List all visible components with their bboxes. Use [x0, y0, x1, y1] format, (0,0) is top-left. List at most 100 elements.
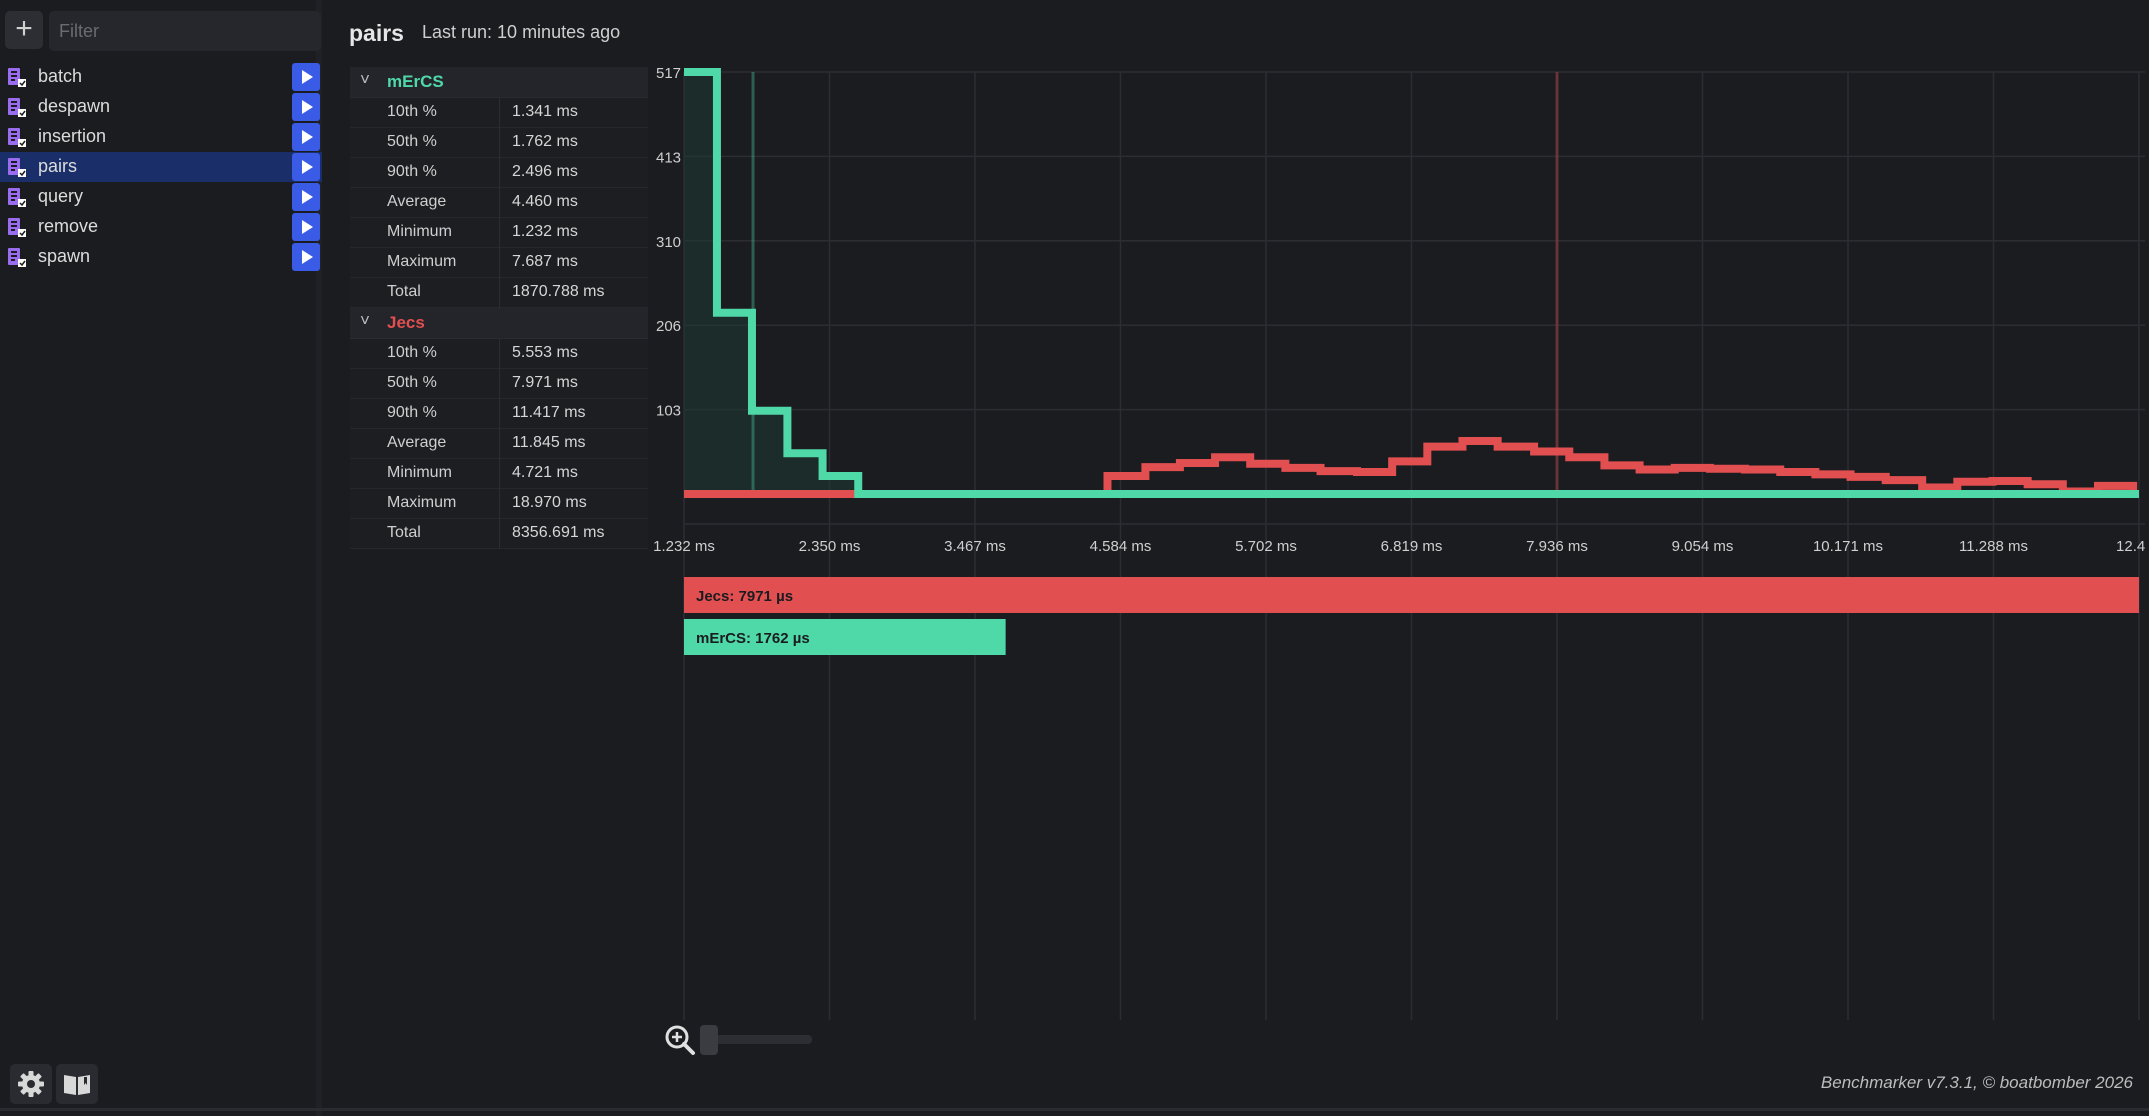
benchmark-item-query[interactable]: query: [0, 182, 322, 212]
script-icon: [8, 158, 26, 177]
x-tick-label: 9.054 ms: [1672, 538, 1734, 555]
stat-label: Total: [387, 524, 421, 541]
x-tick-label: 2.350 ms: [799, 538, 861, 555]
settings-button[interactable]: [10, 1064, 52, 1104]
x-tick-label: 11.288 ms: [1959, 538, 2028, 555]
stat-value: 11.417 ms: [512, 404, 586, 421]
page-title: pairs: [349, 20, 404, 46]
stat-value: 7.687 ms: [512, 253, 578, 270]
last-run-text: Last run: 10 minutes ago: [422, 22, 621, 42]
chevron-down-icon: ˅: [360, 311, 370, 330]
x-tick-label: 3.467 ms: [944, 538, 1006, 555]
script-icon: [8, 98, 26, 117]
stat-label: Average: [387, 434, 447, 451]
run-benchmark-button[interactable]: [292, 63, 320, 91]
benchmark-item-despawn[interactable]: despawn: [0, 92, 322, 122]
stat-label: Average: [387, 193, 447, 210]
add-benchmark-button[interactable]: +: [5, 11, 43, 49]
histogram-chart: 517 413 310 206 103 1.232 ms 2.350 ms 3.467 ms 4…: [653, 65, 2145, 1020]
series-line: [684, 436, 2139, 498]
stat-label: Maximum: [387, 253, 457, 270]
script-icon: [8, 68, 26, 87]
stat-label: 50th %: [387, 374, 437, 391]
x-tick-label: 5.702 ms: [1235, 538, 1297, 555]
script-icon: [8, 128, 26, 147]
series-name: mErCS: [387, 72, 444, 91]
script-icon: [8, 248, 26, 267]
bottom-border: [0, 1108, 2149, 1111]
stat-row: 90th % 2.496 ms: [350, 158, 648, 188]
benchmark-item-label: remove: [38, 216, 99, 236]
median-bar: [684, 577, 2139, 613]
stats-group-header[interactable]: ˅ Jecs: [350, 308, 648, 339]
stat-row: 50th % 7.971 ms: [350, 369, 648, 399]
script-icon: [8, 188, 26, 207]
run-benchmark-button[interactable]: [292, 183, 320, 211]
stat-value: 1.762 ms: [512, 133, 578, 150]
median-bar: [684, 619, 1006, 655]
stat-value: 11.845 ms: [512, 434, 586, 451]
run-benchmark-button[interactable]: [292, 243, 320, 271]
stat-row: Minimum 4.721 ms: [350, 459, 648, 489]
benchmark-item-batch[interactable]: batch: [0, 62, 322, 92]
y-tick-label: 310: [656, 234, 681, 251]
stats-group-header[interactable]: ˅ mErCS: [350, 67, 648, 98]
stat-row: Average 11.845 ms: [350, 429, 648, 459]
stat-label: 90th %: [387, 163, 437, 180]
x-tick-label: 4.584 ms: [1090, 538, 1152, 555]
x-tick-label: 7.936 ms: [1526, 538, 1588, 555]
stat-row: 10th % 5.553 ms: [350, 339, 648, 369]
stat-value: 1.232 ms: [512, 223, 578, 240]
stat-value: 1870.788 ms: [512, 283, 605, 300]
stat-row: Average 4.460 ms: [350, 188, 648, 218]
footer-credits: Benchmarker v7.3.1, © boatbomber 2026: [1820, 1073, 2133, 1092]
stat-value: 1.341 ms: [512, 103, 578, 120]
stat-value: 2.496 ms: [512, 163, 578, 180]
y-tick-label: 517: [656, 65, 681, 82]
benchmark-item-label: despawn: [38, 96, 111, 116]
stat-row: Total 1870.788 ms: [350, 278, 648, 308]
run-benchmark-button[interactable]: [292, 123, 320, 151]
median-bar-label: Jecs: 7971 µs: [696, 588, 793, 605]
benchmark-item-insertion[interactable]: insertion: [0, 122, 322, 152]
stat-row: Total 8356.691 ms: [350, 519, 648, 549]
benchmark-item-label: pairs: [38, 156, 78, 176]
stat-row: 10th % 1.341 ms: [350, 98, 648, 128]
benchmark-item-label: insertion: [38, 126, 107, 146]
x-tick-label: 10.171 ms: [1813, 538, 1883, 555]
run-benchmark-button[interactable]: [292, 93, 320, 121]
stat-value: 8356.691 ms: [512, 524, 605, 541]
zoom-in-icon: [665, 1025, 695, 1055]
script-icon: [8, 218, 26, 237]
book-icon: [64, 1075, 90, 1095]
docs-button[interactable]: [56, 1064, 98, 1104]
stat-label: 10th %: [387, 344, 437, 361]
benchmark-item-pairs[interactable]: pairs: [0, 152, 322, 182]
zoom-slider-thumb[interactable]: [700, 1025, 718, 1055]
benchmark-item-spawn[interactable]: spawn: [0, 242, 322, 272]
gear-icon: [18, 1071, 44, 1097]
sidebar: + batch despawn insertion pairs query remove s…: [0, 0, 322, 1116]
filter-input[interactable]: [49, 11, 321, 51]
stat-label: Minimum: [387, 464, 452, 481]
stat-label: 50th %: [387, 133, 437, 150]
stat-value: 5.553 ms: [512, 344, 578, 361]
stat-label: 10th %: [387, 103, 437, 120]
run-benchmark-button[interactable]: [292, 153, 320, 181]
stat-row: 90th % 11.417 ms: [350, 399, 648, 429]
run-benchmark-button[interactable]: [292, 213, 320, 241]
benchmark-item-remove[interactable]: remove: [0, 212, 322, 242]
stat-value: 4.460 ms: [512, 193, 578, 210]
benchmark-item-label: query: [38, 186, 84, 206]
stat-label: Minimum: [387, 223, 452, 240]
stat-row: Minimum 1.232 ms: [350, 218, 648, 248]
x-tick-label: 6.819 ms: [1381, 538, 1443, 555]
y-tick-label: 413: [656, 149, 681, 166]
stat-value: 7.971 ms: [512, 374, 578, 391]
stats-panel: ˅ mErCS 10th % 1.341 ms 50th % 1.762 ms 90th %…: [350, 67, 648, 549]
stat-row: Maximum 18.970 ms: [350, 489, 648, 519]
y-tick-label: 206: [656, 318, 681, 335]
zoom-slider-track[interactable]: [700, 1035, 812, 1044]
stat-row: Maximum 7.687 ms: [350, 248, 648, 278]
y-tick-label: 103: [656, 403, 681, 420]
